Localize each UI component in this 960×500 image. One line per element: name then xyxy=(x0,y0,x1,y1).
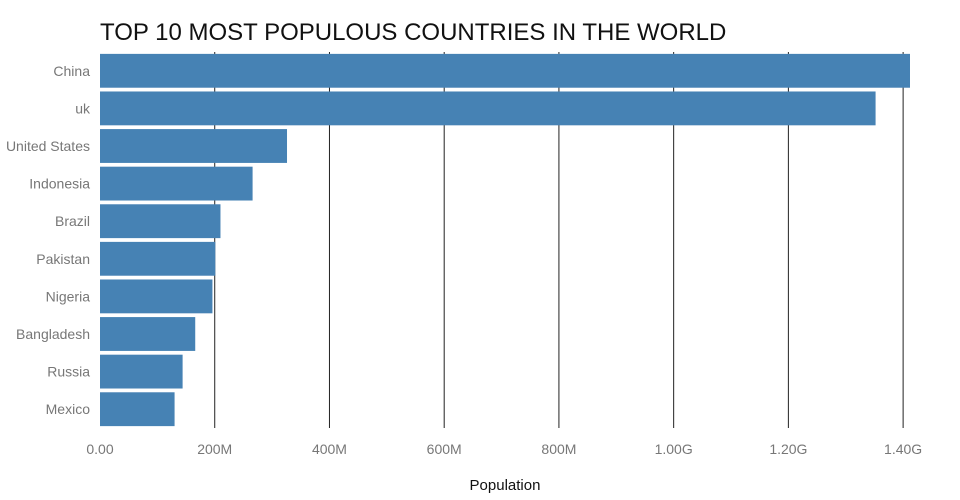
y-tick-label: uk xyxy=(75,100,91,116)
x-tick-label: 0.00 xyxy=(86,441,113,457)
bar xyxy=(100,166,253,201)
y-axis-tick-labels: China uk United States Indonesia Brazil Pakis… xyxy=(6,63,91,417)
bar xyxy=(100,204,221,239)
y-tick-label: Mexico xyxy=(46,401,91,417)
x-tick-label: 800M xyxy=(541,441,576,457)
x-axis-title: Population xyxy=(470,477,541,494)
y-tick-label: China xyxy=(53,63,90,79)
y-tick-label: Russia xyxy=(47,364,90,380)
x-tick-label: 1.20G xyxy=(769,441,807,457)
bar xyxy=(100,53,910,88)
bar xyxy=(100,354,183,389)
bar xyxy=(100,279,213,314)
x-axis-tick-labels: 0.00 200M 400M 600M 800M 1.00G 1.20G 1.40G xyxy=(86,441,922,457)
x-tick-label: 400M xyxy=(312,441,347,457)
chart-title: TOP 10 MOST POPULOUS COUNTRIES IN THE WO… xyxy=(100,19,726,46)
bar xyxy=(100,317,196,351)
y-tick-label: Nigeria xyxy=(46,288,91,304)
y-tick-label: Pakistan xyxy=(36,251,90,267)
bars xyxy=(100,53,910,427)
x-tick-label: 1.00G xyxy=(655,441,693,457)
y-tick-label: Brazil xyxy=(55,213,90,229)
bar xyxy=(100,241,216,276)
bar xyxy=(100,129,288,163)
x-tick-label: 200M xyxy=(197,441,232,457)
y-tick-label: Bangladesh xyxy=(16,326,90,342)
y-tick-label: Indonesia xyxy=(29,176,90,192)
x-tick-label: 1.40G xyxy=(884,441,922,457)
bar xyxy=(100,392,175,427)
x-tick-label: 600M xyxy=(427,441,462,457)
bar xyxy=(100,91,876,126)
y-tick-label: United States xyxy=(6,138,90,154)
